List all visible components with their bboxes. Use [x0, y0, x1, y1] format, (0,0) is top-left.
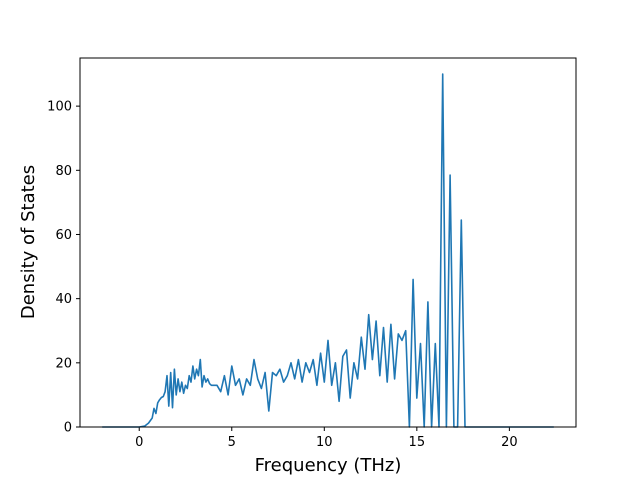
plot-frame: [79, 57, 577, 428]
y-tick-label: 80: [55, 164, 72, 179]
x-axis-label: Frequency (THz): [255, 455, 402, 476]
axis-ticks: 0 5 10 15 20 0 20 40 60 80 100: [47, 100, 517, 450]
x-tick-label: 20: [501, 435, 518, 450]
y-tick-label: 20: [55, 356, 72, 371]
y-tick-label: 60: [55, 228, 72, 243]
y-tick-label: 100: [47, 100, 72, 115]
y-tick-label: 0: [64, 421, 72, 436]
series-line: [102, 73, 554, 428]
y-axis-label: Density of States: [18, 165, 39, 319]
x-tick-label: 5: [228, 435, 236, 450]
x-tick-label: 0: [135, 435, 143, 450]
x-tick-label: 15: [409, 435, 426, 450]
x-tick-label: 10: [316, 435, 333, 450]
y-tick-label: 40: [55, 292, 72, 307]
